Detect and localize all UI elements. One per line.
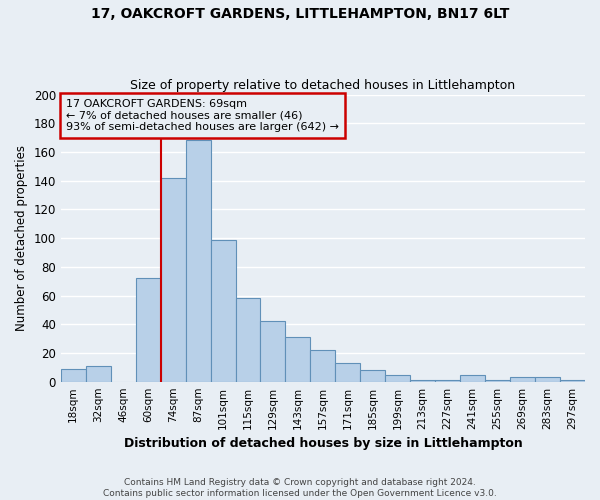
Bar: [385, 374, 410, 382]
Bar: [535, 378, 560, 382]
Bar: [361, 370, 385, 382]
Bar: [460, 374, 485, 382]
Bar: [310, 350, 335, 382]
Bar: [435, 380, 460, 382]
Bar: [161, 178, 185, 382]
Bar: [286, 337, 310, 382]
Bar: [86, 366, 111, 382]
Bar: [260, 322, 286, 382]
Bar: [560, 380, 585, 382]
Bar: [335, 363, 361, 382]
Y-axis label: Number of detached properties: Number of detached properties: [15, 145, 28, 331]
Bar: [136, 278, 161, 382]
Bar: [185, 140, 211, 382]
X-axis label: Distribution of detached houses by size in Littlehampton: Distribution of detached houses by size …: [124, 437, 522, 450]
Bar: [211, 240, 236, 382]
Title: Size of property relative to detached houses in Littlehampton: Size of property relative to detached ho…: [130, 79, 515, 92]
Bar: [236, 298, 260, 382]
Bar: [485, 380, 510, 382]
Bar: [61, 369, 86, 382]
Bar: [510, 378, 535, 382]
Text: Contains HM Land Registry data © Crown copyright and database right 2024.
Contai: Contains HM Land Registry data © Crown c…: [103, 478, 497, 498]
Text: 17, OAKCROFT GARDENS, LITTLEHAMPTON, BN17 6LT: 17, OAKCROFT GARDENS, LITTLEHAMPTON, BN1…: [91, 8, 509, 22]
Bar: [410, 380, 435, 382]
Text: 17 OAKCROFT GARDENS: 69sqm
← 7% of detached houses are smaller (46)
93% of semi-: 17 OAKCROFT GARDENS: 69sqm ← 7% of detac…: [66, 99, 339, 132]
